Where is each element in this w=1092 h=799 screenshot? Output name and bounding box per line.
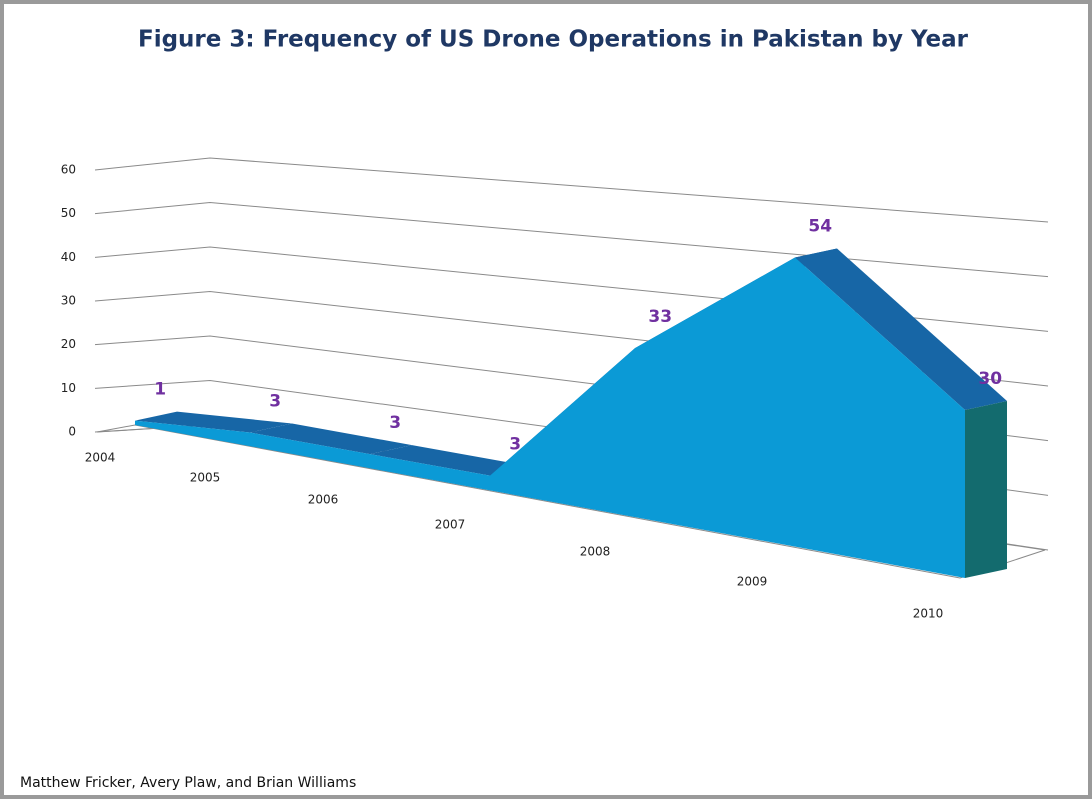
x-tick-label: 2007 [435, 518, 466, 532]
chart-title: Figure 3: Frequency of US Drone Operatio… [138, 27, 969, 53]
area-end [965, 400, 1007, 578]
x-tick-label: 2008 [580, 545, 611, 559]
data-label: 30 [978, 369, 1002, 389]
area-top [795, 248, 1007, 410]
data-label: 3 [269, 391, 281, 411]
footer: Matthew Fricker, Avery Plaw, and Brian W… [20, 775, 356, 791]
area-top [135, 411, 292, 433]
area [135, 257, 965, 578]
x-tick-label: 2010 [913, 607, 944, 621]
grid-line [94, 201, 1049, 278]
area-top [250, 423, 412, 455]
x-tick-label: 2006 [308, 493, 339, 507]
data-label: 3 [389, 413, 401, 433]
data-label: 54 [808, 217, 832, 237]
y-tick-label: 30 [61, 294, 76, 308]
data-label: 33 [648, 307, 672, 327]
y-tick-label: 10 [61, 381, 76, 395]
y-tick-label: 0 [68, 425, 76, 439]
x-tick-label: 2005 [190, 471, 221, 485]
area-top [370, 445, 532, 476]
data-label: 1 [154, 380, 166, 400]
data-label: 3 [509, 435, 521, 455]
x-tick-label: 2009 [737, 575, 768, 589]
y-tick-label: 40 [61, 250, 76, 264]
y-tick-label: 60 [61, 163, 76, 177]
x-tick-label: 2004 [85, 451, 116, 465]
grid-line [94, 157, 1049, 223]
y-tick-label: 50 [61, 206, 76, 220]
y-tick-label: 20 [61, 337, 76, 351]
